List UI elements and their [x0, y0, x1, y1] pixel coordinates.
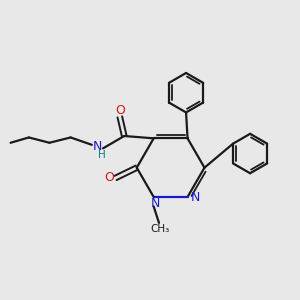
Text: N: N: [151, 197, 160, 210]
Text: H: H: [98, 150, 106, 160]
Text: CH₃: CH₃: [151, 224, 170, 234]
Text: N: N: [93, 140, 102, 153]
Text: O: O: [104, 172, 114, 184]
Text: N: N: [191, 191, 200, 204]
Text: O: O: [115, 104, 125, 117]
